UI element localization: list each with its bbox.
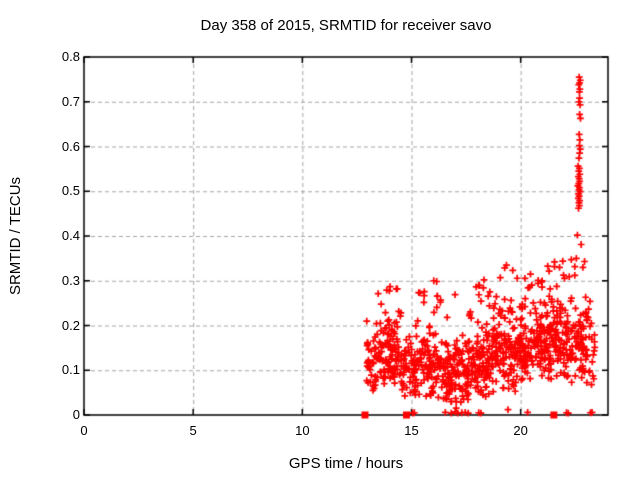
y-tick-label: 0.1 bbox=[61, 362, 80, 378]
y-tick-label: 0.6 bbox=[61, 138, 80, 154]
y-tick-label: 0.5 bbox=[61, 183, 80, 199]
x-tick-label: 5 bbox=[189, 423, 197, 438]
x-tick-label: 15 bbox=[404, 423, 419, 438]
y-tick-label: 0.3 bbox=[61, 272, 80, 288]
y-tick-label: 0.2 bbox=[61, 317, 80, 333]
y-tick-label: 0.7 bbox=[61, 93, 80, 109]
x-tick-label: 20 bbox=[513, 423, 528, 438]
y-tick-label: 0.4 bbox=[61, 228, 80, 243]
x-tick-label: 0 bbox=[80, 423, 88, 438]
y-tick-label: 0.8 bbox=[61, 49, 80, 64]
y-tick-label: 0 bbox=[72, 407, 80, 422]
x-axis-label: GPS time / hours bbox=[288, 455, 404, 472]
chart-title: Day 358 of 2015, SRMTID for receiver sav… bbox=[200, 17, 492, 34]
x-tick-label: 10 bbox=[295, 423, 310, 438]
